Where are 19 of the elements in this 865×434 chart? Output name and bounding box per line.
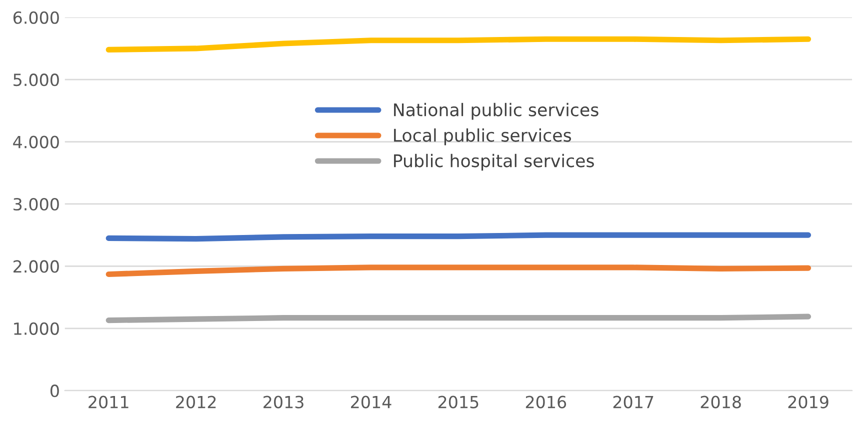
y-tick-label: 0 (50, 384, 59, 398)
x-tick-label: 2018 (700, 396, 741, 408)
x-tick-label: 2015 (438, 396, 478, 408)
legend-label: National public services (394, 102, 598, 120)
x-tick-label: 2017 (613, 396, 654, 408)
legend-label: Public hospital services (394, 154, 594, 171)
legend-label: Local public services (394, 128, 572, 146)
y-tick-label: 4.000 (13, 136, 59, 148)
x-tick-label: 2019 (788, 396, 828, 408)
x-tick-label: 2014 (351, 396, 392, 408)
x-tick-label: 2012 (176, 396, 216, 408)
x-tick-label: 2013 (264, 396, 304, 408)
y-tick-label: 1.000 (14, 322, 59, 335)
y-tick-label: 3.000 (14, 198, 59, 211)
x-tick-label: 2011 (88, 396, 128, 408)
y-tick-label: 6.000 (13, 11, 59, 24)
y-tick-label: 5.000 (14, 74, 59, 86)
y-tick-label: 2.000 (14, 260, 59, 273)
x-tick-label: 2016 (526, 396, 566, 408)
